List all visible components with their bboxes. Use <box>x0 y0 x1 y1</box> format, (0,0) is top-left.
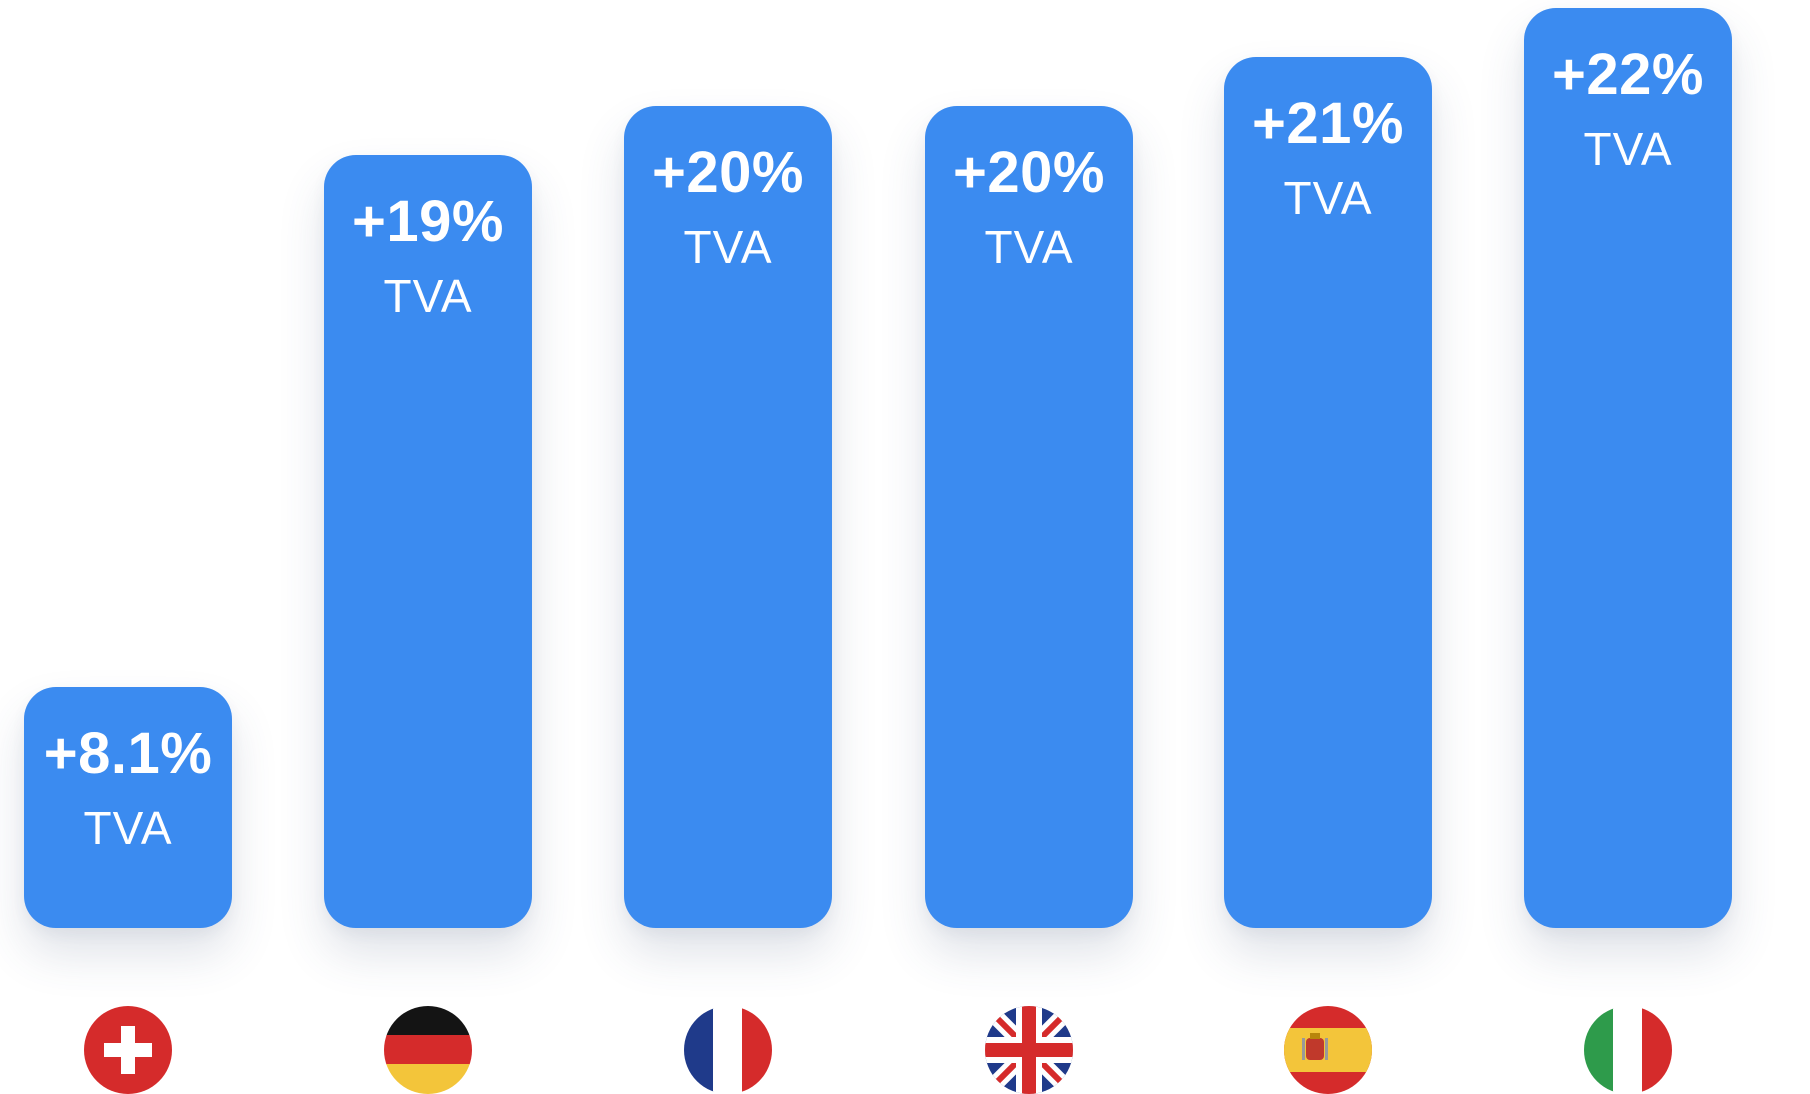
bar-value-label: +21% <box>1252 90 1404 156</box>
united-kingdom-flag-icon <box>985 1006 1073 1094</box>
bar-value-label: +22% <box>1552 42 1704 107</box>
germany-flag-icon <box>384 1006 472 1094</box>
bar-italy: +22% TVA <box>1524 8 1732 928</box>
bar-unit-label: TVA <box>83 802 173 854</box>
bar-unit-label: TVA <box>1283 171 1373 224</box>
bar-value-label: +20% <box>953 139 1105 205</box>
bar-value-label: +19% <box>352 188 504 254</box>
bar-spain: +21% TVA <box>1224 56 1432 928</box>
bar-unit-label: TVA <box>1583 123 1673 175</box>
bar-unit-label: TVA <box>383 269 473 322</box>
spain-flag-icon <box>1284 1006 1372 1094</box>
bar-unit-label: TVA <box>984 220 1074 273</box>
bar-value-label: +8.1% <box>43 721 213 786</box>
switzerland-flag-icon <box>84 1006 172 1094</box>
bar-switzerland: +8.1% TVA <box>24 687 232 928</box>
bar-unit-label: TVA <box>683 220 773 273</box>
bar-germany: +19% TVA <box>324 154 532 928</box>
france-flag-icon <box>684 1006 772 1094</box>
bar-united-kingdom: +20% TVA <box>925 105 1133 928</box>
italy-flag-icon <box>1584 1006 1672 1094</box>
bar-france: +20% TVA <box>624 105 832 928</box>
bar-value-label: +20% <box>652 139 804 205</box>
